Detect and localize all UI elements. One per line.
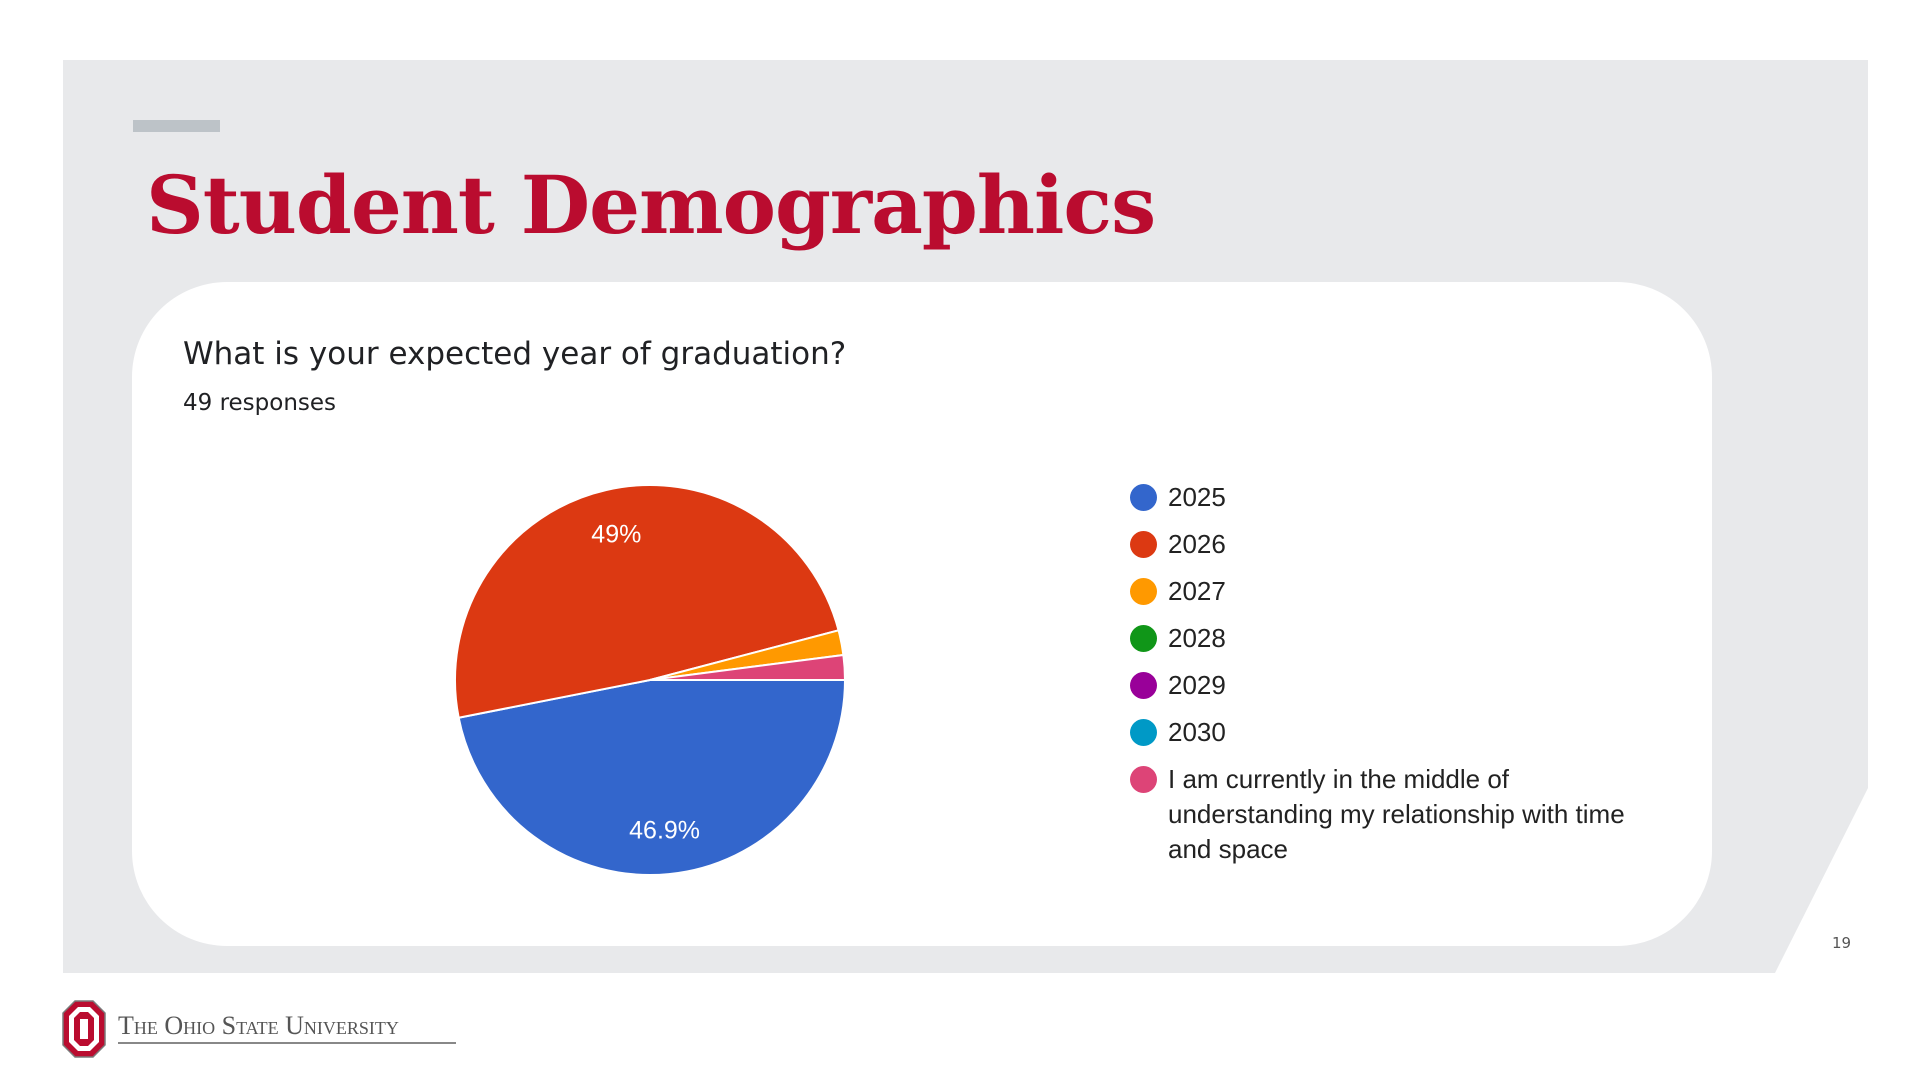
university-underline — [118, 1042, 456, 1044]
legend-label: 2027 — [1168, 576, 1226, 606]
legend-swatch — [1130, 625, 1157, 652]
legend-swatch — [1130, 531, 1157, 558]
legend-swatch — [1130, 484, 1157, 511]
legend-item: 2029 — [1130, 668, 1650, 703]
chart-card — [132, 282, 1712, 946]
chart-legend: 2025 2026 2027 2028 2029 2030 I am currently i… — [1130, 480, 1650, 879]
legend-swatch — [1130, 766, 1157, 793]
legend-swatch — [1130, 719, 1157, 746]
legend-label: 2028 — [1168, 623, 1226, 653]
legend-item: 2026 — [1130, 527, 1650, 562]
pie-data-label: 46.9% — [629, 816, 700, 844]
legend-item: 2025 — [1130, 480, 1650, 515]
legend-item: I am currently in the middle of understa… — [1130, 762, 1650, 867]
legend-item: 2028 — [1130, 621, 1650, 656]
ohio-state-block-o-logo — [62, 1000, 106, 1058]
title-accent-bar — [133, 120, 220, 132]
chart-title: What is your expected year of graduation… — [183, 336, 847, 372]
pie-slice-2026 — [454, 484, 840, 719]
legend-item: 2030 — [1130, 715, 1650, 750]
page-number: 19 — [1832, 934, 1852, 952]
university-name: The Ohio State University — [118, 1011, 399, 1040]
legend-label: I am currently in the middle of understa… — [1168, 764, 1625, 864]
legend-label: 2025 — [1168, 482, 1226, 512]
legend-label: 2026 — [1168, 529, 1226, 559]
legend-label: 2030 — [1168, 717, 1226, 747]
response-count: 49 responses — [183, 390, 337, 416]
pie-data-label: 49% — [591, 521, 641, 549]
legend-label: 2029 — [1168, 670, 1226, 700]
pie-slice-2025 — [457, 679, 847, 876]
pie-chart: 46.9% 49% — [454, 484, 847, 876]
legend-swatch — [1130, 672, 1157, 699]
slide-title: Student Demographics — [146, 158, 1156, 252]
pie-slice-iam — [649, 653, 847, 681]
legend-swatch — [1130, 578, 1157, 605]
legend-item: 2027 — [1130, 574, 1650, 609]
